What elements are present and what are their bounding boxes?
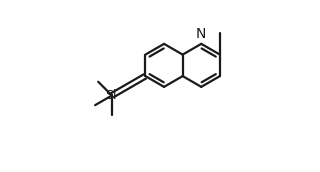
Text: N: N	[196, 27, 206, 41]
Text: Si: Si	[105, 89, 117, 102]
